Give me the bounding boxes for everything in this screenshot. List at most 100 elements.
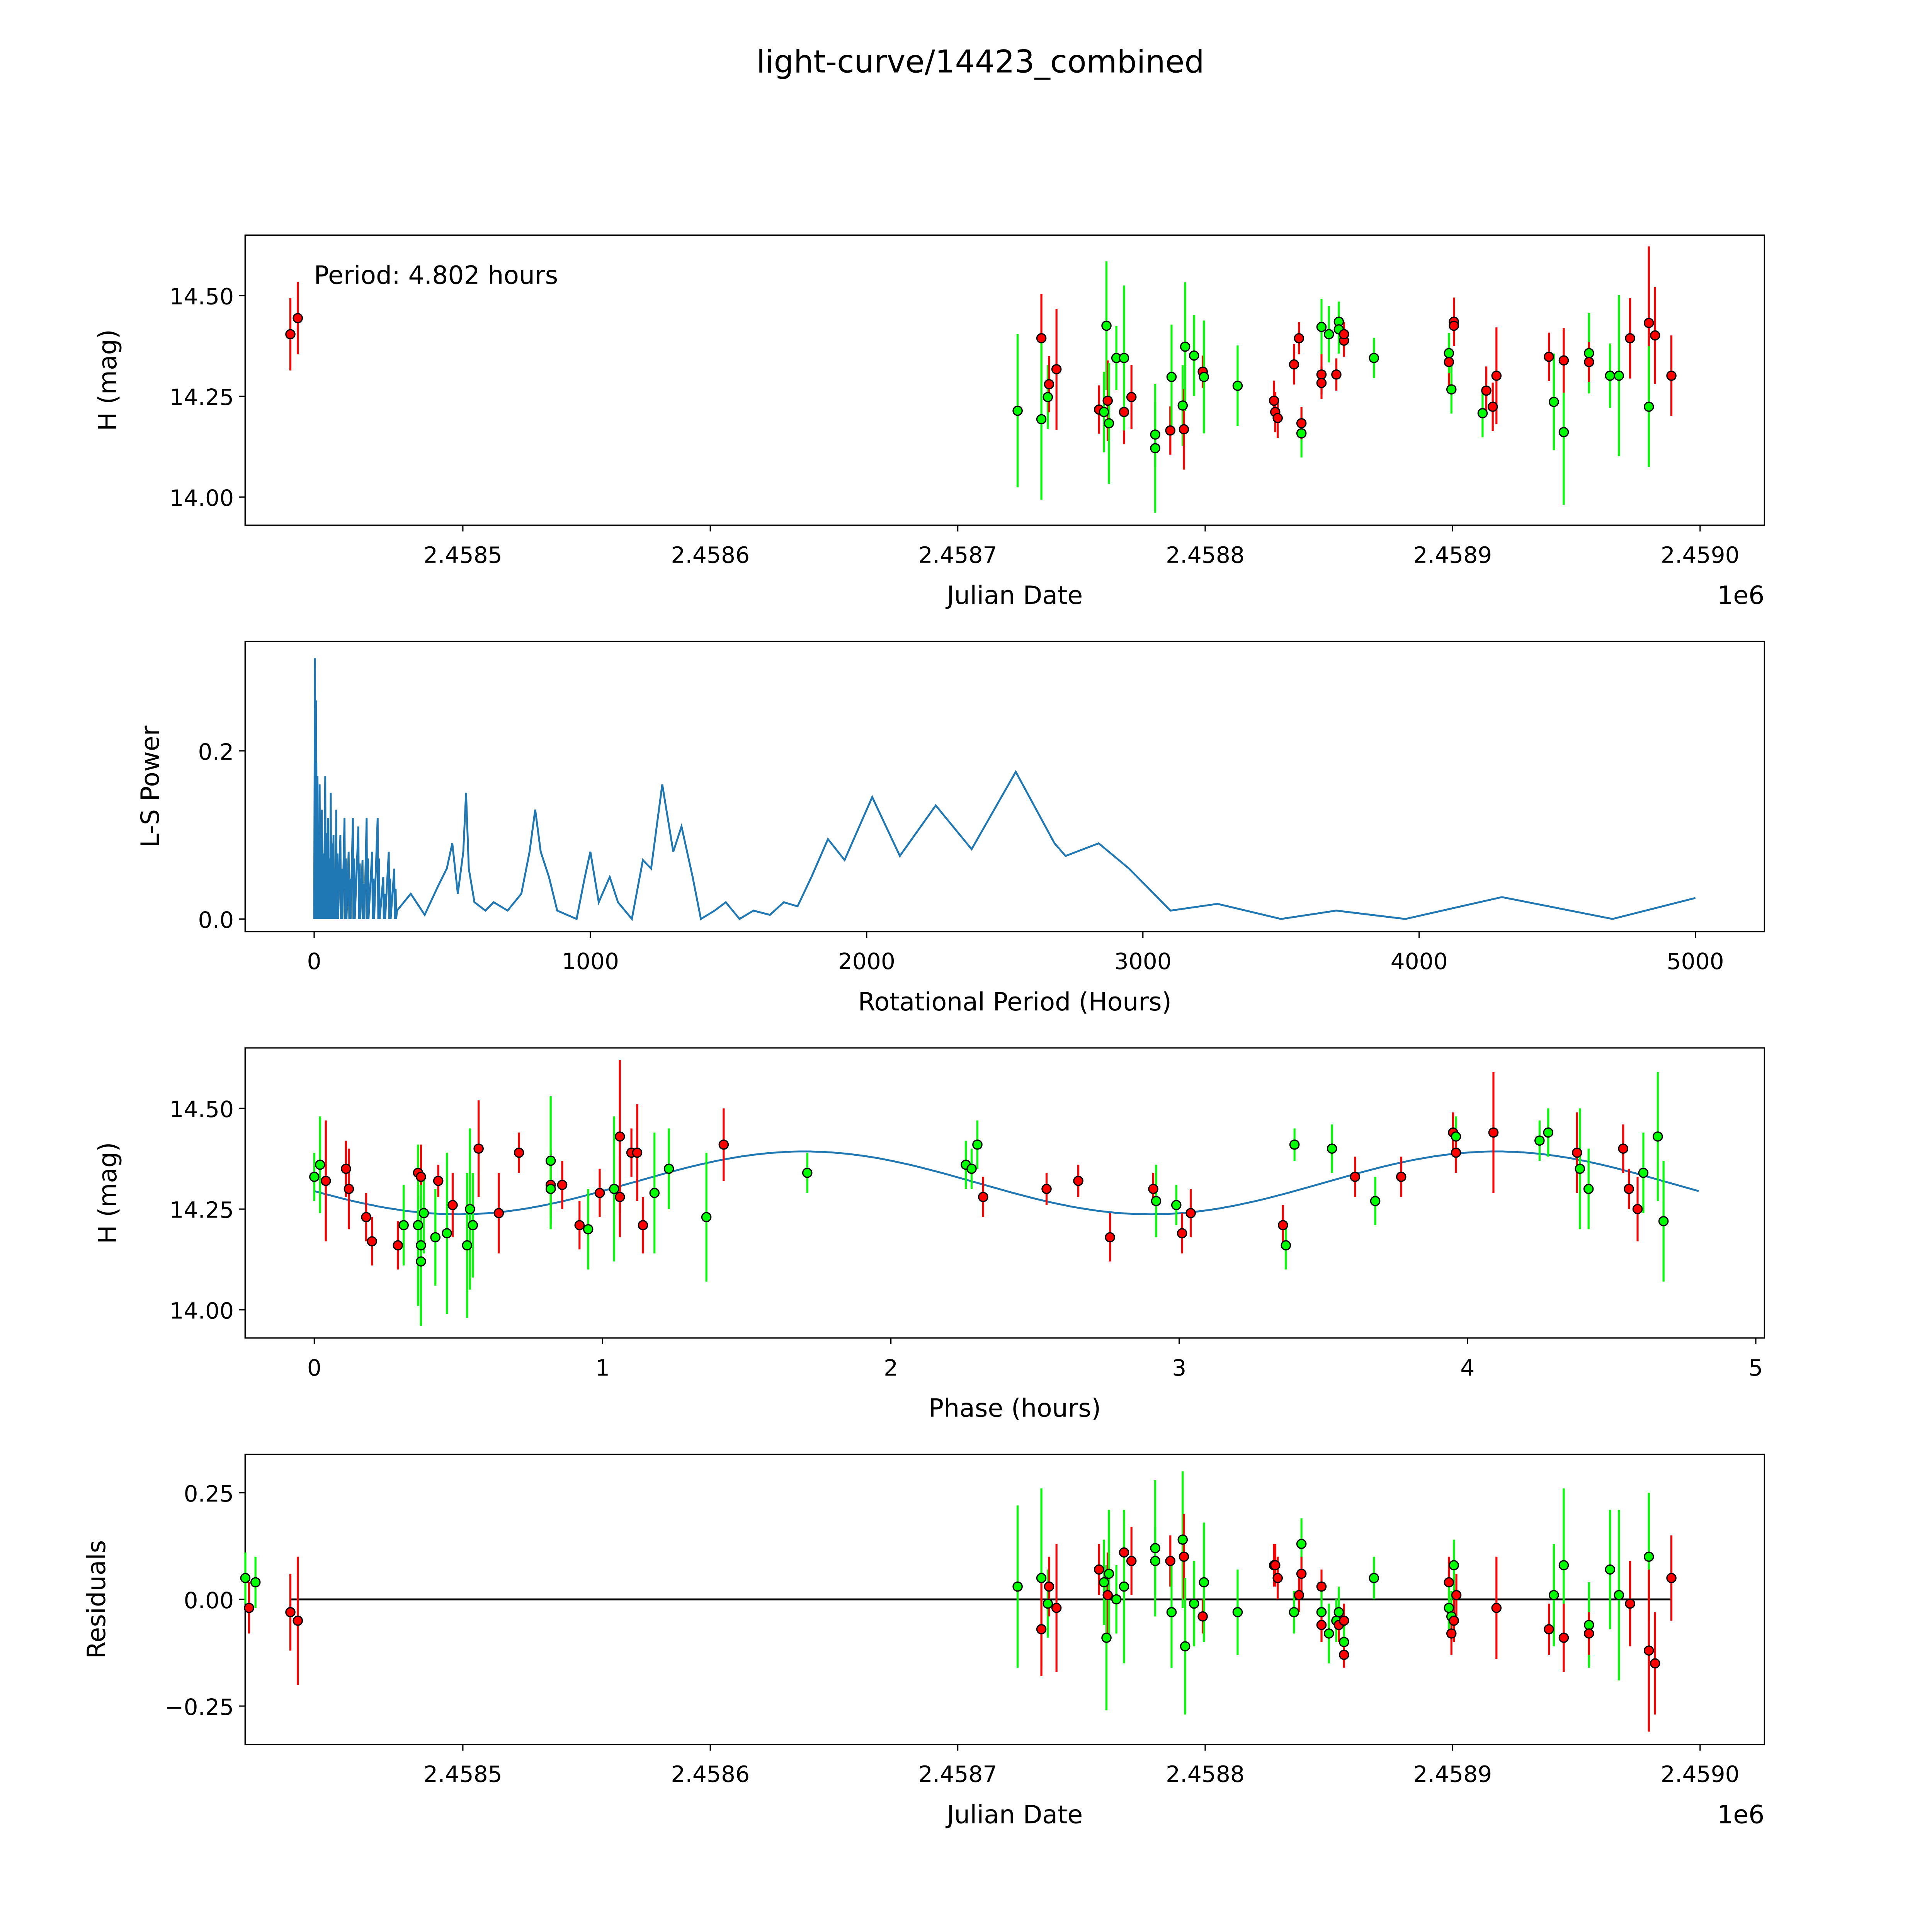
data-point [545,1155,556,1166]
data-point [1150,429,1160,440]
data-point [1544,352,1554,362]
data-point [447,1200,458,1210]
x-tick-label: 4 [1460,1355,1475,1381]
data-point [1119,1547,1129,1558]
data-point [1333,1607,1344,1617]
y-tick-label: −0.25 [165,1694,234,1720]
data-point [1189,1598,1199,1609]
data-point [1449,1616,1459,1626]
x-tick-label: 0 [307,948,321,975]
data-point [1650,1658,1660,1669]
y-tick-label: 14.50 [169,1096,234,1122]
x-axis-label: Phase (hours) [929,1394,1101,1423]
data-point [1491,371,1502,381]
data-point [1316,1581,1327,1592]
data-point [1316,1620,1327,1630]
data-point [244,1602,254,1613]
x-tick-label: 2.4588 [1166,542,1245,568]
data-point [1558,427,1569,437]
y-tick-label: 14.50 [169,283,234,310]
data-point [1370,1196,1381,1206]
panel-residuals: 2.4585 2.4586 2.4587 2.4588 2.4589 2.4590 −0.2… [82,1454,1765,1829]
data-point [1614,371,1624,381]
data-point [1044,1581,1054,1592]
data-point [966,1163,977,1174]
data-point [416,1256,426,1267]
data-point [1105,1232,1115,1243]
data-point [1558,1560,1569,1571]
data-point [1119,353,1129,363]
x-tick-label: 2 [884,1355,898,1381]
x-tick-label: 1000 [562,948,619,975]
data-point [1150,1556,1160,1566]
data-point [1166,1607,1177,1617]
data-point [1339,1650,1349,1660]
x-tick-label: 2000 [838,948,895,975]
data-point [1150,443,1160,454]
data-point [1575,1163,1585,1174]
data-point [1151,1196,1162,1206]
x-tick-label: 2.4586 [671,1761,750,1787]
data-point [1199,1577,1209,1588]
x-tick-label: 2.4589 [1413,542,1492,568]
data-point [1650,330,1660,341]
x-tick-label: 2.4589 [1413,1761,1492,1787]
data-point [1099,1577,1109,1588]
y-tick-label: 14.00 [169,1298,234,1324]
data-point [1350,1172,1361,1182]
y-tick-label: 0.2 [198,739,234,765]
x-axis-label: Julian Date [945,1800,1083,1829]
data-point [416,1240,426,1251]
period-annotation: Period: 4.802 hours [314,261,558,290]
data-point [1316,1607,1327,1617]
data-point [1111,1594,1122,1605]
data-point [718,1139,729,1150]
data-point [1316,369,1327,380]
data-point [1605,1564,1616,1575]
data-point [1625,1598,1635,1609]
data-point [240,1573,251,1583]
data-point [250,1577,261,1588]
x-tick-label: 3 [1172,1355,1186,1381]
data-point [1177,400,1188,411]
data-point [1605,371,1616,381]
data-point [1451,1147,1461,1158]
x-tick-label: 2.4586 [671,542,750,568]
data-point [1012,1581,1023,1592]
data-point [430,1232,441,1243]
data-point [1449,1560,1459,1571]
data-point [1618,1143,1629,1154]
data-point [1150,1543,1160,1553]
data-point [802,1167,813,1178]
x-tick-label: 2.4585 [423,1761,502,1787]
data-point [1544,1624,1554,1634]
data-point [341,1163,351,1174]
data-point [413,1220,423,1231]
x-tick-label: 5 [1748,1355,1763,1381]
data-point [1644,318,1654,328]
data-point [1126,392,1137,402]
x-tick-label: 0 [307,1355,321,1381]
y-tick-label: 14.25 [169,384,234,410]
x-tick-label: 1 [595,1355,610,1381]
data-point [493,1208,504,1218]
data-point [701,1212,712,1223]
data-point [1444,348,1454,359]
data-point [1043,392,1053,402]
y-axis-label: L-S Power [136,725,165,847]
data-point [583,1224,594,1235]
data-point [1644,1645,1654,1656]
data-point [1477,408,1488,418]
y-axis-label: H (mag) [94,1142,122,1244]
data-point [1119,1581,1129,1592]
data-point [1272,413,1283,423]
data-point [1323,329,1334,340]
data-point [1444,1602,1454,1613]
data-point [1199,372,1209,382]
data-point [1278,1220,1288,1231]
data-point [1051,364,1062,374]
data-point [1614,1590,1624,1600]
data-point [465,1204,475,1214]
data-point [1036,1573,1047,1583]
